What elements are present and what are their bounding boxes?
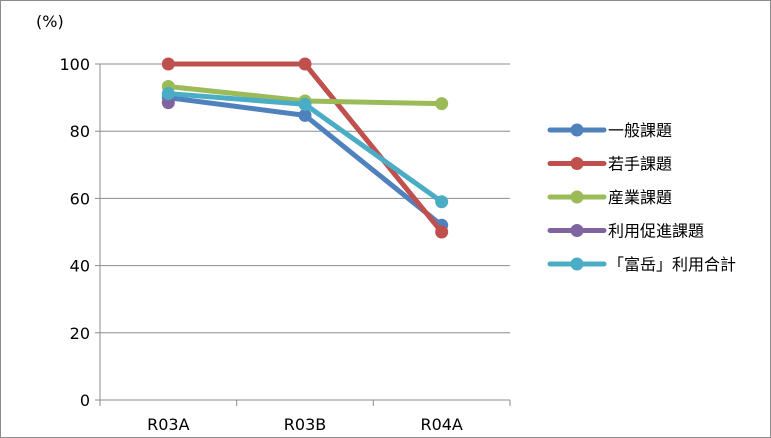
series-3 xyxy=(161,96,175,110)
y-unit-label: (%) xyxy=(36,12,64,31)
point-4-2 xyxy=(435,195,449,209)
legend-label-4: 「富岳」利用合計 xyxy=(608,255,736,274)
point-0-1 xyxy=(298,108,312,122)
legend-item-1: 若手課題 xyxy=(547,155,672,174)
series-1 xyxy=(161,57,449,239)
legend-marker-1 xyxy=(570,157,584,170)
series-lines xyxy=(161,57,449,239)
legend-label-2: 産業課題 xyxy=(608,188,672,207)
point-2-2 xyxy=(435,97,449,111)
point-1-1 xyxy=(298,57,312,71)
legend-label-1: 若手課題 xyxy=(608,155,672,174)
legend-item-0: 一般課題 xyxy=(547,121,672,140)
legend-label-3: 利用促進課題 xyxy=(608,222,704,241)
series-0 xyxy=(161,91,449,232)
x-tick-label-R03B: R03B xyxy=(284,415,326,434)
legend-marker-3 xyxy=(570,224,584,237)
x-tick-labels: R03A R03B R04A xyxy=(147,415,463,434)
legend-marker-4 xyxy=(570,257,584,271)
series-4 xyxy=(161,87,449,209)
legend-item-3: 利用促進課題 xyxy=(547,222,704,241)
y-tick-label-80: 80 xyxy=(70,122,90,141)
legend-item-2: 産業課題 xyxy=(547,188,672,207)
point-1-2 xyxy=(435,225,449,239)
y-tick-label-100: 100 xyxy=(59,55,90,74)
legend-item-4: 「富岳」利用合計 xyxy=(547,255,736,274)
point-4-0 xyxy=(161,87,175,101)
y-tick-label-0: 0 xyxy=(80,391,90,410)
x-tick-label-R04A: R04A xyxy=(420,415,462,434)
legend-label-0: 一般課題 xyxy=(608,121,672,140)
legend-marker-2 xyxy=(570,190,584,204)
point-1-0 xyxy=(161,57,175,71)
y-tick-label-40: 40 xyxy=(70,257,90,276)
legend-marker-0 xyxy=(570,123,584,137)
x-tick-label-R03A: R03A xyxy=(147,415,189,434)
axes xyxy=(95,63,511,406)
point-3-0 xyxy=(161,96,175,110)
y-tick-label-20: 20 xyxy=(70,324,90,343)
point-4-1 xyxy=(298,97,312,111)
y-tick-labels: 0 20 40 60 80 100 xyxy=(59,55,90,410)
y-tick-label-60: 60 xyxy=(70,189,90,208)
